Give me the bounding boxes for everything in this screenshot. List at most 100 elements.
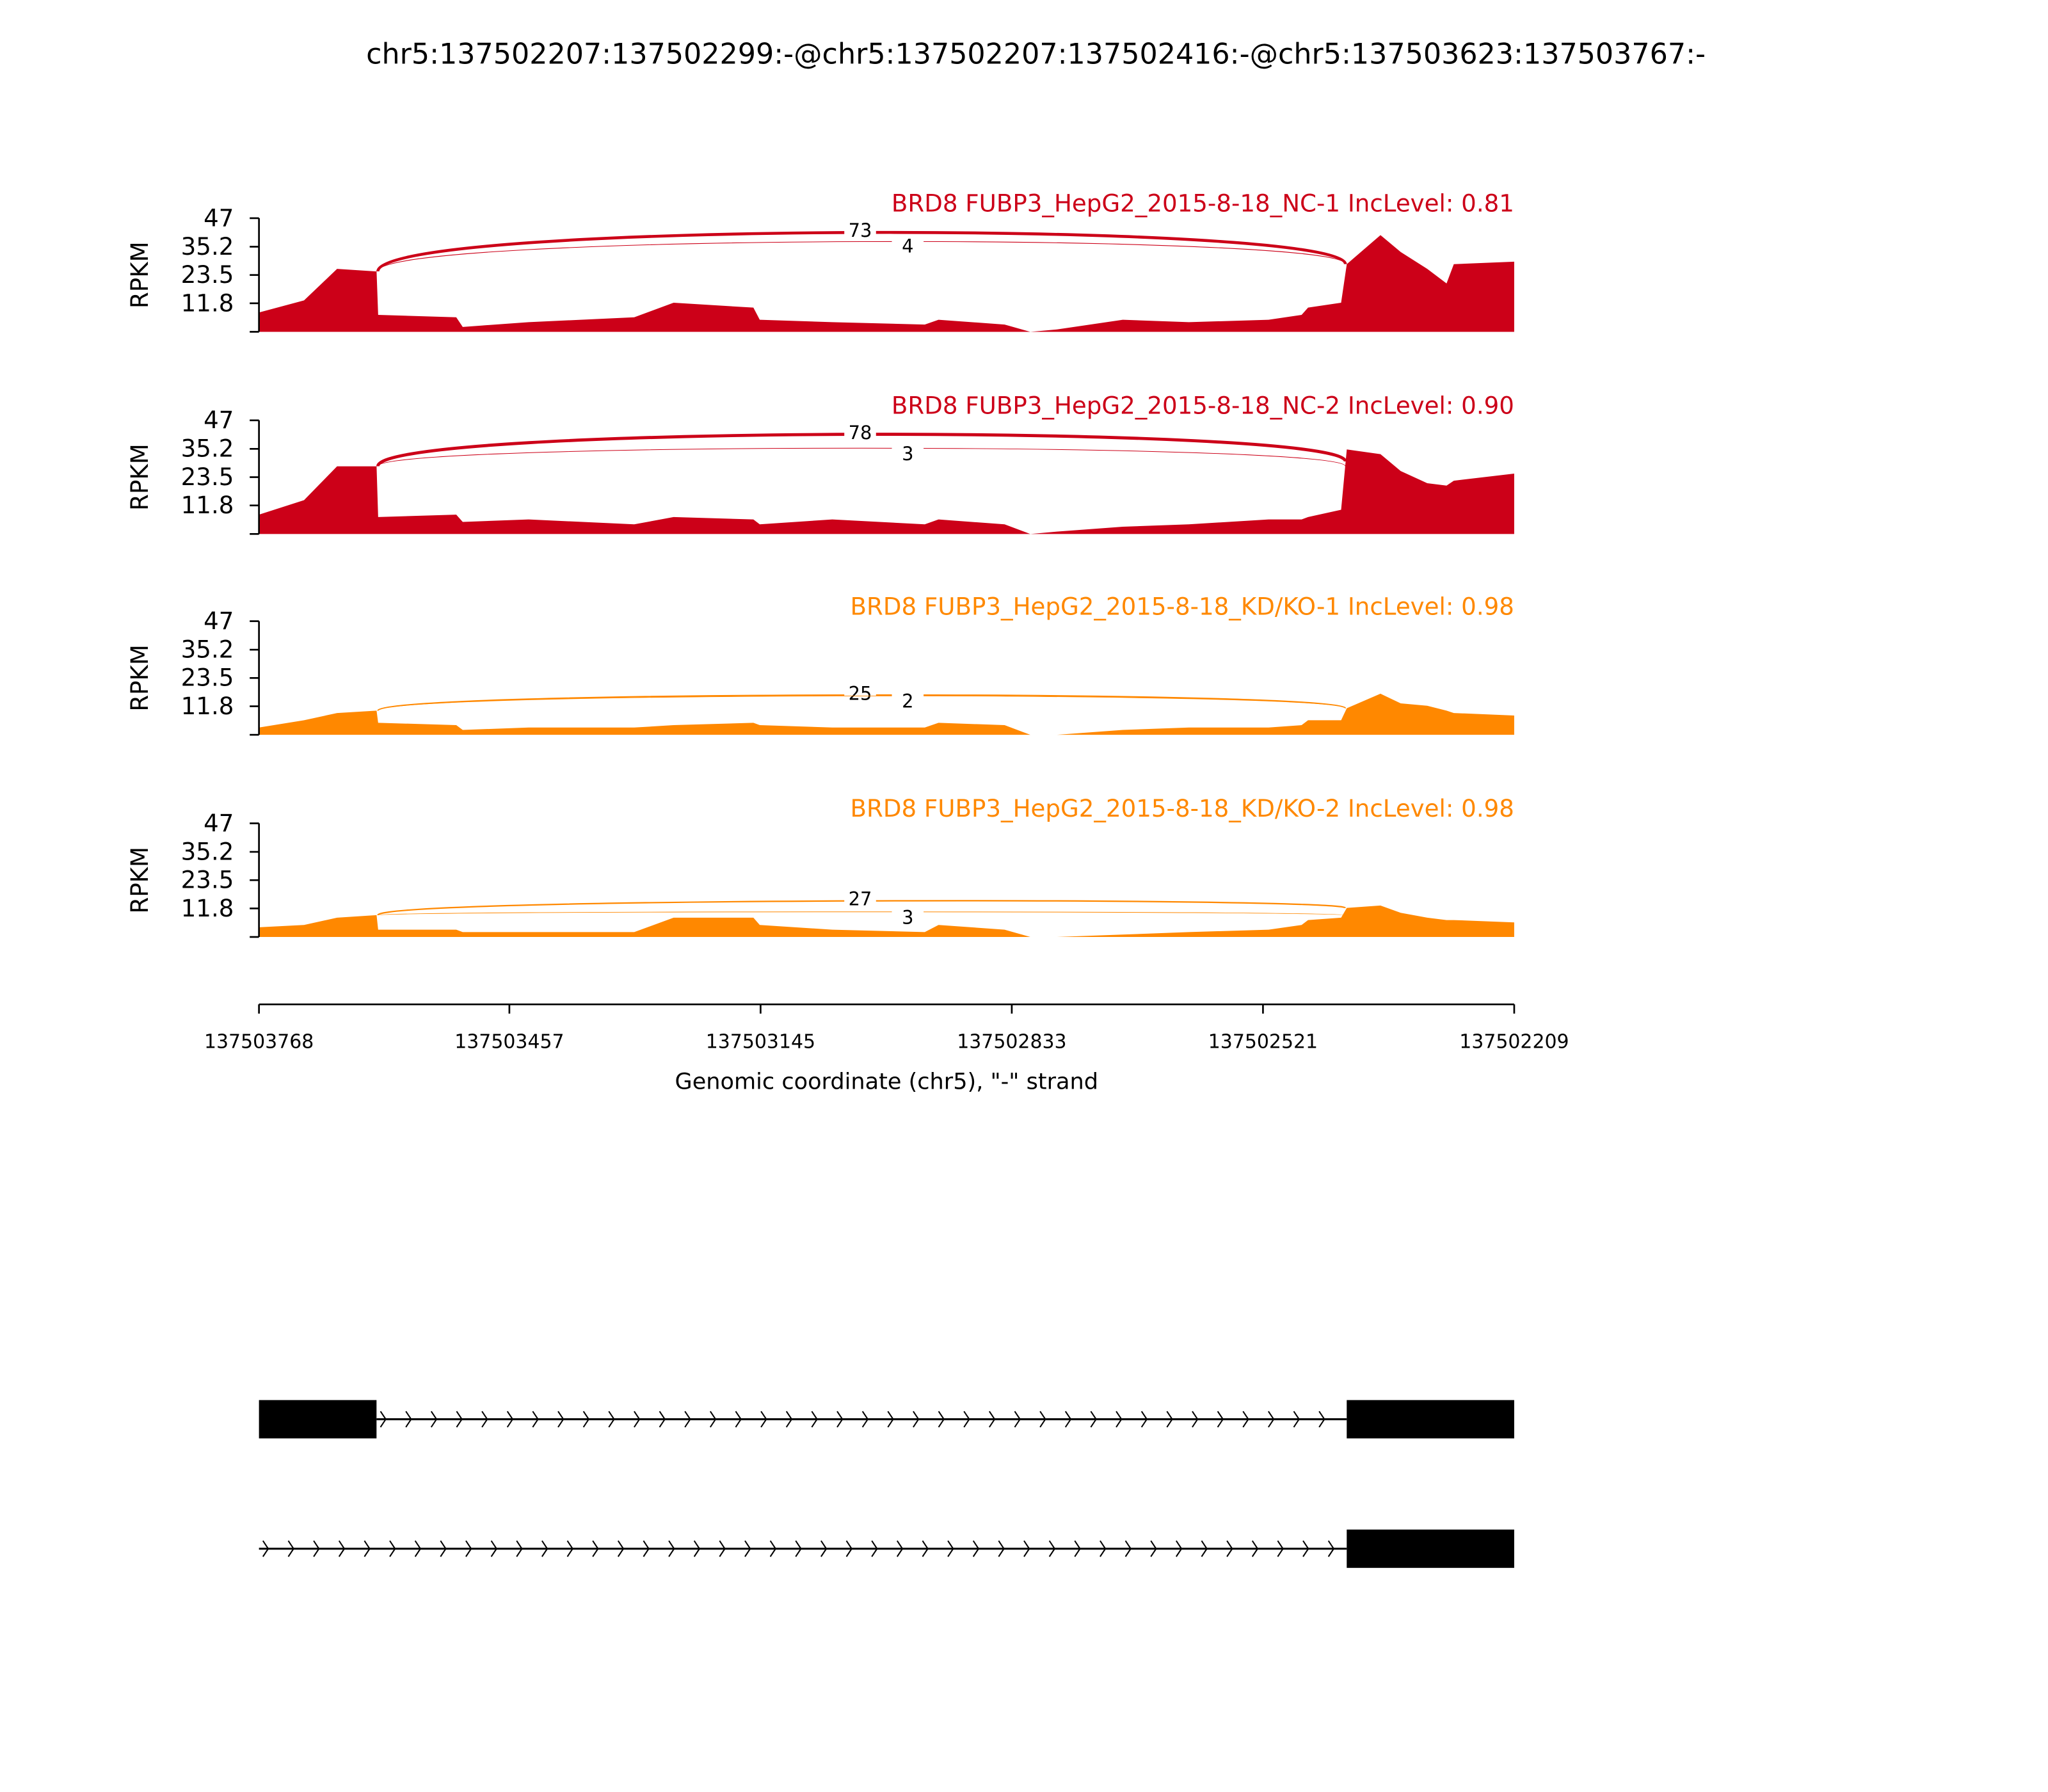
strand-arrow-icon — [972, 1540, 980, 1557]
y-axis-label: RPKM — [126, 241, 154, 308]
strand-arrow-icon — [1327, 1540, 1335, 1557]
strand-arrow-icon — [1251, 1540, 1259, 1557]
strand-arrow-icon — [1217, 1411, 1224, 1428]
strand-arrow-icon — [769, 1540, 777, 1557]
y-tick-label: 23.5 — [181, 867, 234, 894]
coverage-area — [259, 235, 1514, 332]
y-axis-label: RPKM — [126, 444, 154, 511]
strand-arrow-icon — [1140, 1411, 1148, 1428]
coverage-area — [259, 449, 1514, 534]
strand-arrow-icon — [1166, 1411, 1173, 1428]
strand-arrow-icon — [1023, 1540, 1030, 1557]
junction-count: 73 — [849, 220, 872, 241]
strand-arrow-icon — [719, 1540, 726, 1557]
strand-arrow-icon — [465, 1540, 472, 1557]
strand-arrow-icon — [871, 1540, 878, 1557]
strand-arrow-icon — [430, 1411, 438, 1428]
strand-arrow-icon — [1302, 1540, 1309, 1557]
strand-arrow-icon — [922, 1540, 929, 1557]
strand-arrow-icon — [643, 1540, 650, 1557]
y-tick-label: 11.8 — [181, 289, 234, 317]
series-title: BRD8 FUBP3_HepG2_2015-8-18_NC-2 IncLevel… — [892, 392, 1514, 419]
y-tick-label: 47 — [204, 607, 234, 635]
junction-label-bg — [892, 908, 924, 927]
junction-arc — [377, 241, 1346, 272]
y-axis-label: RPKM — [126, 847, 154, 914]
strand-arrow-icon — [338, 1540, 346, 1557]
y-tick-label: 47 — [204, 810, 234, 837]
strand-arrow-icon — [1201, 1540, 1208, 1557]
junction-count: 27 — [849, 888, 872, 909]
strand-arrow-icon — [364, 1540, 371, 1557]
strand-arrow-icon — [760, 1411, 767, 1428]
strand-arrow-icon — [1014, 1411, 1021, 1428]
junction-label-bg — [844, 684, 876, 703]
strand-arrow-icon — [998, 1540, 1005, 1557]
strand-arrow-icon — [1039, 1411, 1046, 1428]
strand-arrow-icon — [313, 1540, 320, 1557]
strand-arrow-icon — [1318, 1411, 1325, 1428]
series-title: BRD8 FUBP3_HepG2_2015-8-18_KD/KO-2 IncLe… — [851, 795, 1514, 822]
junction-arc — [377, 447, 1346, 467]
y-tick-label: 11.8 — [181, 895, 234, 922]
y-tick-label: 35.2 — [181, 838, 234, 865]
y-tick-label: 11.8 — [181, 492, 234, 519]
gene-model-2 — [259, 1529, 1514, 1568]
strand-arrow-icon — [262, 1540, 269, 1557]
strand-arrow-icon — [1226, 1540, 1233, 1557]
y-tick-label: 35.2 — [181, 636, 234, 664]
junction-label-bg — [844, 423, 876, 442]
series-title: BRD8 FUBP3_HepG2_2015-8-18_KD/KO-1 IncLe… — [851, 593, 1514, 620]
y-tick-label: 23.5 — [181, 261, 234, 289]
strand-arrow-icon — [516, 1540, 523, 1557]
strand-arrow-icon — [541, 1540, 548, 1557]
y-tick-label: 47 — [204, 204, 234, 232]
exon-block — [1347, 1529, 1514, 1568]
strand-arrow-icon — [947, 1540, 954, 1557]
strand-arrow-icon — [1064, 1411, 1072, 1428]
strand-arrow-icon — [557, 1411, 564, 1428]
y-tick-label: 35.2 — [181, 435, 234, 463]
strand-arrow-icon — [481, 1411, 488, 1428]
strand-arrow-icon — [709, 1411, 717, 1428]
exon-block — [259, 1400, 377, 1439]
strand-arrow-icon — [1048, 1540, 1056, 1557]
y-tick-label: 47 — [204, 406, 234, 434]
x-tick-label: 137503145 — [706, 1030, 815, 1053]
strand-arrow-icon — [1242, 1411, 1249, 1428]
y-tick-label: 23.5 — [181, 664, 234, 692]
junction-count: 3 — [902, 906, 913, 928]
strand-arrow-icon — [938, 1411, 945, 1428]
strand-arrow-icon — [668, 1540, 675, 1557]
strand-arrow-icon — [693, 1540, 701, 1557]
junction-count: 4 — [902, 236, 913, 257]
strand-arrow-icon — [287, 1540, 294, 1557]
strand-arrow-icon — [1268, 1411, 1275, 1428]
strand-arrow-icon — [634, 1411, 641, 1428]
x-tick-label: 137503457 — [454, 1030, 564, 1053]
strand-arrow-icon — [811, 1411, 818, 1428]
strand-arrow-icon — [532, 1411, 539, 1428]
exon-block — [1347, 1400, 1514, 1439]
strand-arrow-icon — [785, 1411, 793, 1428]
y-tick-label: 23.5 — [181, 463, 234, 491]
strand-arrow-icon — [1090, 1411, 1097, 1428]
junction-arc — [377, 911, 1346, 916]
strand-arrow-icon — [659, 1411, 666, 1428]
strand-arrow-icon — [1150, 1540, 1157, 1557]
strand-arrow-icon — [414, 1540, 422, 1557]
strand-arrow-icon — [1124, 1540, 1132, 1557]
strand-arrow-icon — [566, 1540, 574, 1557]
junction-label-bg — [844, 221, 876, 240]
junction-count: 25 — [849, 683, 872, 705]
strand-arrow-icon — [988, 1411, 996, 1428]
strand-arrow-icon — [380, 1411, 387, 1428]
junction-count: 3 — [902, 443, 913, 465]
strand-arrow-icon — [1100, 1540, 1107, 1557]
strand-arrow-icon — [506, 1411, 514, 1428]
